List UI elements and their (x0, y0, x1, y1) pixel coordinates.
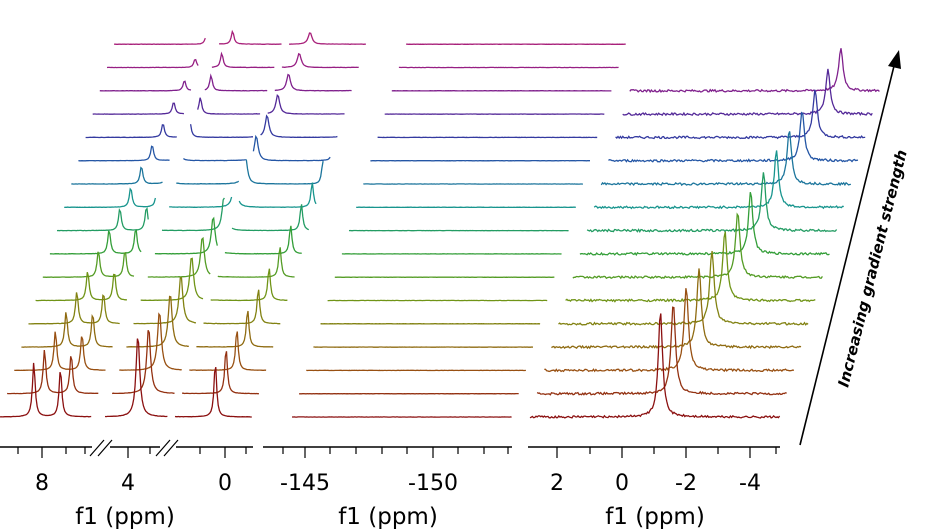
trace-panel1-row11-seg1 (71, 166, 163, 185)
trace-panel1-row10-seg1 (64, 187, 157, 209)
trace-panel1-row9-seg2 (161, 197, 225, 232)
trace-panel3-row15-seg1 (629, 48, 880, 94)
trace-panel1-row14-seg3 (267, 93, 345, 115)
axis-break-mark-4 (163, 439, 179, 457)
trace-panel1-row17-seg2 (219, 29, 282, 45)
trace-panel1-row16-seg1 (106, 58, 199, 69)
trace-panel1-row6-seg2 (140, 257, 204, 302)
trace-panel3-row4-seg1 (551, 268, 802, 350)
trace-panel1-row7-seg2 (147, 236, 211, 278)
tick-label-4: 4 (121, 471, 135, 496)
axis-break-mark-2 (97, 439, 113, 457)
trace-panel1-row1-seg1 (0, 362, 92, 418)
trace-panel1-row10-seg2 (169, 196, 233, 208)
trace-panel1-row12-seg1 (78, 145, 170, 162)
trace-panel3-row1-seg1 (529, 313, 781, 419)
trace-panel1-row14-seg1 (92, 102, 185, 115)
tick-label-minus-4: -4 (739, 471, 761, 496)
trace-panel3-row7-seg1 (572, 212, 823, 280)
trace-panel1-row8-seg2 (154, 216, 218, 255)
trace-panel1-row16-seg2 (211, 51, 275, 69)
trace-panel1-row15-seg2 (204, 73, 268, 92)
x-axis-title-right: f1 (ppm) (605, 504, 705, 530)
trace-panel1-row8-seg3 (224, 225, 302, 255)
trace-panel1-row1-seg3 (174, 366, 252, 418)
trace-panel1-row4-seg3 (196, 310, 274, 348)
trace-panel3-row5-seg1 (558, 250, 809, 326)
trace-panel1-row13-seg1 (85, 124, 177, 139)
trace-panel1-row11-seg3 (245, 159, 324, 185)
trace-panel1-row2-seg1 (7, 350, 99, 395)
trace-panel1-row11-seg2 (176, 180, 240, 185)
trace-panel3-row8-seg1 (579, 192, 830, 257)
trace-panel3-row13-seg1 (615, 89, 866, 140)
trace-panel1-row5-seg1 (28, 292, 120, 325)
trace-panel3-row6-seg1 (565, 231, 816, 303)
trace-panel1-row13-seg3 (260, 114, 338, 139)
spectra-traces (0, 29, 880, 419)
tick-label-2: 2 (550, 471, 564, 496)
trace-panel1-row4-seg1 (21, 312, 113, 348)
trace-panel1-row9-seg1 (56, 207, 149, 232)
trace-panel1-row3-seg1 (14, 331, 106, 372)
trace-panel1-row16-seg3 (281, 52, 359, 69)
trace-panel1-row2-seg2 (111, 330, 175, 395)
tick-label-minus-2: -2 (675, 471, 697, 496)
gradient-arrow-head (888, 50, 901, 69)
trace-panel3-row11-seg1 (600, 131, 851, 187)
trace-panel3-row10-seg1 (593, 150, 844, 210)
trace-panel3-row9-seg1 (586, 172, 838, 234)
trace-panel3-row2-seg1 (536, 306, 787, 396)
trace-panel1-row5-seg2 (133, 277, 196, 325)
trace-panel1-row6-seg3 (210, 268, 288, 302)
tick-label-minus-145: -145 (280, 471, 330, 496)
trace-panel1-row12-seg3 (252, 134, 331, 162)
trace-panel1-row13-seg2 (189, 124, 253, 139)
axis-break-mark-3 (155, 439, 171, 457)
axis-break-mark-1 (89, 439, 105, 457)
trace-panel1-row8-seg1 (49, 229, 142, 255)
x-axis-title-middle: f1 (ppm) (338, 504, 438, 530)
tick-label-0-right: 0 (615, 471, 629, 496)
gradient-arrow-shaft (799, 61, 896, 446)
trace-panel1-row2-seg3 (182, 351, 259, 395)
trace-panel1-row17-seg1 (114, 37, 206, 45)
trace-panel1-row15-seg3 (274, 73, 352, 92)
trace-panel3-row14-seg1 (622, 68, 873, 117)
trace-panel1-row9-seg3 (231, 204, 310, 232)
trace-panel1-row12-seg2 (183, 158, 246, 162)
x-axis-title-left: f1 (ppm) (75, 504, 175, 530)
tick-label-minus-150: -150 (408, 471, 458, 496)
trace-panel1-row1-seg2 (104, 338, 168, 418)
trace-panel1-row7-seg3 (217, 247, 295, 278)
trace-panel3-row12-seg1 (608, 111, 859, 163)
trace-panel1-row3-seg2 (119, 312, 182, 371)
trace-panel1-row17-seg3 (289, 32, 366, 45)
trace-panel1-row10-seg3 (238, 182, 317, 208)
trace-panel1-row6-seg1 (35, 272, 127, 302)
trace-panel1-row5-seg3 (203, 289, 281, 325)
axes-group (0, 439, 780, 458)
trace-panel1-row14-seg2 (197, 97, 261, 115)
trace-panel1-row15-seg1 (99, 80, 192, 92)
tick-label-0: 0 (218, 471, 232, 496)
tick-label-8: 8 (35, 471, 49, 496)
trace-panel1-row7-seg1 (42, 251, 135, 278)
